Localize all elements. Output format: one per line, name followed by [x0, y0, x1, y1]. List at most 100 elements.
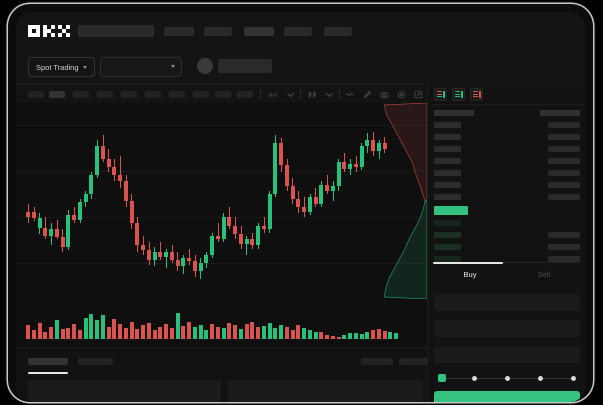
bottom-action-1[interactable]	[361, 358, 393, 365]
tab-order-history[interactable]	[78, 358, 113, 365]
timeframe-button-3[interactable]	[73, 91, 89, 98]
orderbook-ask-price-1[interactable]	[434, 122, 461, 128]
candle	[100, 103, 106, 299]
orderbook-mode-both[interactable]	[434, 88, 447, 101]
volume-bar	[37, 322, 42, 339]
orderbook-ask-price-3[interactable]	[434, 146, 461, 152]
pencil-icon[interactable]	[363, 90, 372, 99]
orderbook-bid-qty-2	[548, 232, 580, 238]
bottom-action-2[interactable]	[399, 358, 431, 365]
tab-sell[interactable]: Sell	[537, 270, 551, 279]
submit-order-button[interactable]	[434, 391, 580, 402]
percent-slider[interactable]	[438, 373, 578, 383]
nav-item-5[interactable]	[324, 27, 352, 36]
market-type-dropdown[interactable]: Spot Trading	[28, 57, 95, 77]
orderbook-mode-bids[interactable]	[452, 88, 465, 101]
slider-handle[interactable]	[438, 374, 446, 382]
line-tool-icon[interactable]	[345, 90, 354, 99]
orderbook-ask-price-4[interactable]	[434, 158, 461, 164]
nav-item-3[interactable]	[244, 27, 274, 36]
volume-bar	[43, 331, 48, 339]
slider-stop-100[interactable]	[571, 375, 576, 381]
settings-gear-icon[interactable]	[397, 90, 406, 99]
trading-pair-dropdown[interactable]	[100, 57, 182, 77]
slider-stop-50[interactable]	[505, 375, 510, 381]
volume-bar	[290, 329, 295, 339]
volume-bar	[135, 329, 140, 339]
amount-field[interactable]	[434, 320, 580, 337]
volume-bar	[330, 335, 335, 339]
volume-bar	[106, 326, 111, 339]
nav-item-4[interactable]	[284, 27, 312, 36]
chevron-down-icon-indicators[interactable]	[286, 90, 295, 99]
orderbook-ask-price-5[interactable]	[434, 170, 461, 176]
volume-bar	[376, 329, 381, 339]
candle	[325, 103, 330, 299]
orderbook-ask-price-6[interactable]	[434, 182, 461, 188]
nav-item-2[interactable]	[204, 27, 232, 36]
bottom-panel-left[interactable]	[28, 380, 221, 402]
camera-icon[interactable]	[380, 90, 389, 99]
depth-chart-overlay	[382, 103, 427, 299]
orderbook-bid-price-2[interactable]	[434, 232, 461, 238]
candle	[221, 103, 227, 299]
volume-bar	[313, 332, 318, 339]
bottom-panel-right[interactable]	[228, 380, 423, 402]
candle	[164, 103, 169, 299]
timeframe-button-1[interactable]	[28, 91, 44, 98]
candle	[89, 103, 94, 299]
candle	[302, 103, 307, 299]
timeframe-button-2[interactable]	[49, 91, 65, 98]
candle	[382, 103, 388, 299]
orderbook-ask-price-7[interactable]	[434, 194, 461, 200]
volume-bar	[175, 313, 180, 339]
volume-bar	[233, 325, 237, 339]
volume-bar	[141, 325, 145, 339]
timeframe-button-10[interactable]	[237, 91, 253, 98]
candle	[77, 103, 83, 299]
timeframe-button-9[interactable]	[215, 91, 231, 98]
orderbook-ask-price-2[interactable]	[434, 134, 461, 140]
volume-bar	[250, 321, 255, 339]
candle	[210, 103, 215, 299]
orderbook-ask-qty-4	[548, 158, 580, 164]
volume-bar	[371, 330, 375, 339]
candle	[250, 103, 255, 299]
chevron-down-icon-charttype[interactable]	[325, 90, 334, 99]
price-chart[interactable]	[16, 103, 427, 347]
volume-bar	[227, 322, 232, 339]
timeframe-button-8[interactable]	[193, 91, 209, 98]
tab-buy[interactable]: Buy	[463, 270, 477, 279]
slider-stop-25[interactable]	[472, 375, 477, 381]
timeframe-button-6[interactable]	[145, 91, 161, 98]
chart-type-icon[interactable]	[307, 90, 316, 99]
okx-logo-icon[interactable]	[28, 25, 70, 37]
timeframe-button-5[interactable]	[121, 91, 137, 98]
candle	[135, 103, 140, 299]
volume-bar	[164, 324, 168, 339]
volume-bar	[256, 327, 260, 339]
orderbook-mode-asks[interactable]	[470, 88, 483, 101]
nav-item-1[interactable]	[164, 27, 194, 36]
search-input[interactable]	[78, 25, 154, 37]
orderbook-bid-qty-3	[548, 244, 580, 250]
candle	[37, 103, 43, 299]
tab-open-orders[interactable]	[28, 358, 68, 365]
candle	[31, 103, 37, 299]
timeframe-button-4[interactable]	[97, 91, 113, 98]
orderbook-bid-price-4[interactable]	[434, 256, 461, 262]
slider-stop-75[interactable]	[538, 375, 543, 381]
orderbook-bid-price-3[interactable]	[434, 244, 461, 250]
total-field[interactable]	[434, 346, 580, 363]
fullscreen-icon[interactable]	[414, 90, 423, 99]
indicators-icon[interactable]	[268, 90, 277, 99]
timeframe-button-7[interactable]	[169, 91, 185, 98]
volume-bar	[72, 324, 76, 339]
candle	[158, 103, 163, 299]
volume-bar	[187, 322, 191, 339]
orderbook-header-price	[434, 110, 474, 116]
orderbook-bid-price-1[interactable]	[434, 220, 461, 226]
candle	[43, 103, 48, 299]
volume-bar	[342, 334, 347, 339]
price-field[interactable]	[434, 294, 580, 311]
